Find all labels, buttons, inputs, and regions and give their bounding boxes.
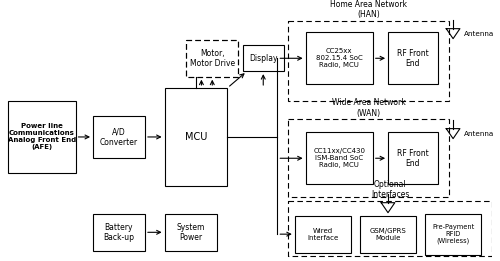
Text: Display: Display — [249, 54, 278, 63]
Bar — [360, 216, 416, 253]
Bar — [388, 132, 438, 184]
Text: Antenna: Antenna — [464, 31, 494, 37]
Bar — [288, 119, 448, 197]
Bar — [388, 32, 438, 84]
Text: CC11xx/CC430
ISM-Band SoC
Radio, MCU: CC11xx/CC430 ISM-Band SoC Radio, MCU — [313, 148, 365, 168]
Bar — [306, 32, 373, 84]
Bar — [288, 201, 492, 256]
Bar — [93, 214, 145, 251]
Text: Motor,
Motor Drive: Motor, Motor Drive — [190, 49, 235, 68]
Bar — [164, 214, 216, 251]
Text: Power line
Communications
Analog Front End
(AFE): Power line Communications Analog Front E… — [8, 123, 76, 150]
Text: Antenna: Antenna — [464, 131, 494, 137]
Text: Optional
Interfaces: Optional Interfaces — [371, 180, 410, 199]
Bar — [186, 40, 238, 77]
Text: MCU: MCU — [185, 132, 207, 142]
Text: RF Front
End: RF Front End — [397, 149, 429, 168]
Text: Battery
Back-up: Battery Back-up — [104, 223, 134, 242]
Text: GSM/GPRS
Module: GSM/GPRS Module — [370, 228, 406, 241]
Bar — [93, 116, 145, 158]
Bar — [306, 132, 373, 184]
Bar — [242, 45, 284, 71]
Bar — [8, 101, 76, 173]
Text: Wired
Interface: Wired Interface — [308, 228, 338, 241]
Text: Pre-Payment
RFID
(Wireless): Pre-Payment RFID (Wireless) — [432, 224, 474, 244]
Bar — [294, 216, 351, 253]
Text: A/D
Converter: A/D Converter — [100, 127, 138, 147]
Text: Wide Area Network
(WAN): Wide Area Network (WAN) — [332, 98, 406, 117]
Text: CC25xx
802.15.4 SoC
Radio, MCU: CC25xx 802.15.4 SoC Radio, MCU — [316, 48, 362, 68]
Bar — [288, 21, 448, 101]
Text: Home Area Network
(HAN): Home Area Network (HAN) — [330, 0, 407, 19]
Bar — [164, 88, 228, 186]
Text: RF Front
End: RF Front End — [397, 49, 429, 68]
Bar — [186, 40, 238, 77]
Text: System
Power: System Power — [176, 223, 205, 242]
Bar — [425, 214, 482, 254]
